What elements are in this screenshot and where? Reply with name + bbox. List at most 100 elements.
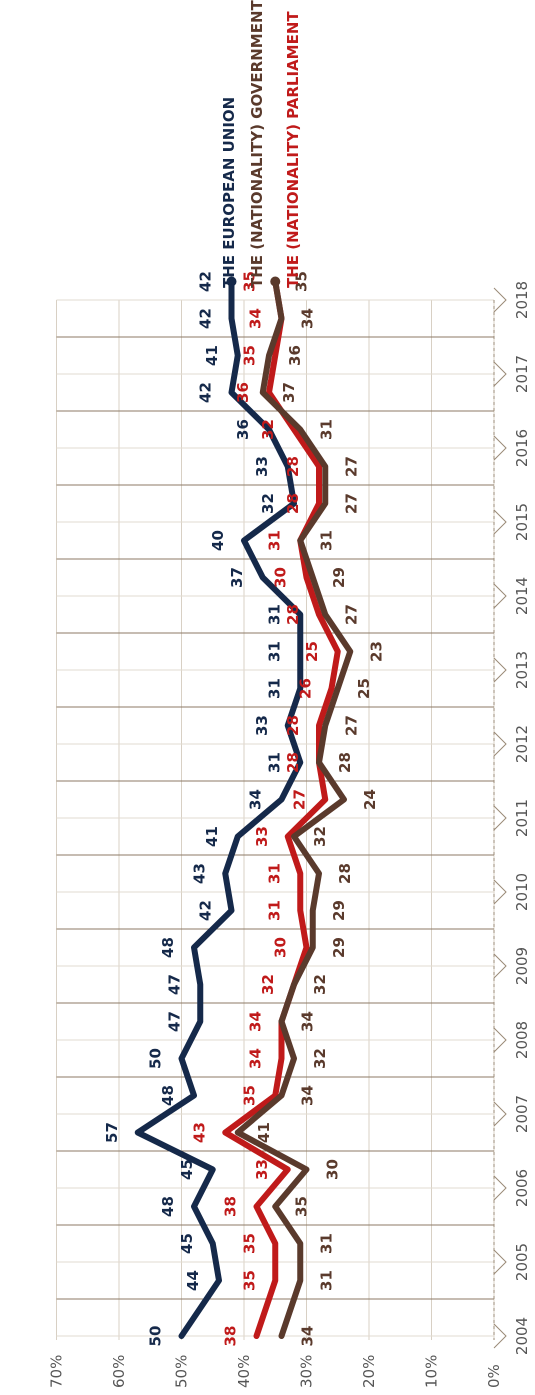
- data-label: 33: [253, 715, 271, 736]
- data-label: 27: [342, 715, 360, 736]
- data-label: 42: [197, 271, 215, 292]
- year-marker: [493, 953, 507, 979]
- data-label: 31: [265, 752, 283, 773]
- data-label: 31: [317, 419, 335, 440]
- data-label: 35: [240, 345, 258, 366]
- year-tick-label: 2004: [513, 1317, 531, 1355]
- data-label: 50: [147, 1326, 165, 1347]
- data-label: 36: [234, 382, 252, 403]
- data-label: 41: [203, 826, 221, 847]
- data-label: 42: [197, 900, 215, 921]
- series-end-marker: [270, 276, 281, 287]
- value-tick-label: 70%: [48, 1355, 66, 1388]
- year-marker: [493, 731, 507, 757]
- series-line-1: [234, 278, 354, 1339]
- data-label: 35: [240, 1085, 258, 1106]
- year-marker: [493, 1027, 507, 1053]
- data-label: 32: [311, 826, 329, 847]
- data-label: 32: [311, 1048, 329, 1069]
- value-tick-label: 30%: [298, 1355, 316, 1388]
- data-label: 45: [178, 1159, 196, 1180]
- data-label: 47: [165, 974, 183, 995]
- legend-entry: THE EUROPEAN UNION: [220, 97, 238, 288]
- year-marker: [493, 1175, 507, 1201]
- data-label: 44: [184, 1270, 202, 1291]
- year-tick-label: 2008: [513, 1021, 531, 1059]
- data-label: 48: [159, 1085, 177, 1106]
- data-label: 27: [342, 493, 360, 514]
- data-label: 32: [311, 974, 329, 995]
- data-label: 36: [234, 419, 252, 440]
- data-label: 31: [317, 1233, 335, 1254]
- data-label: 35: [240, 1270, 258, 1291]
- year-tick-label: 2015: [513, 503, 531, 541]
- data-label: 28: [284, 493, 302, 514]
- data-label: 31: [265, 678, 283, 699]
- year-tick-label: 2016: [513, 429, 531, 467]
- data-label: 34: [247, 789, 265, 810]
- data-label: 35: [292, 271, 310, 292]
- data-label: 28: [284, 752, 302, 773]
- year-tick-label: 2006: [513, 1169, 531, 1207]
- data-label: 43: [190, 863, 208, 884]
- data-label: 31: [265, 604, 283, 625]
- data-label: 31: [265, 863, 283, 884]
- data-label: 41: [203, 345, 221, 366]
- data-label: 48: [159, 937, 177, 958]
- data-label: 28: [336, 752, 354, 773]
- year-tick-label: 2013: [513, 651, 531, 689]
- data-label: 28: [284, 456, 302, 477]
- data-label: 25: [355, 678, 373, 699]
- legend-entry: THE (NATIONALITY) GOVERNMENT: [248, 0, 266, 288]
- data-label: 29: [330, 567, 348, 588]
- data-label: 42: [197, 308, 215, 329]
- data-label: 57: [103, 1122, 121, 1143]
- data-label: 31: [317, 530, 335, 551]
- data-label: 35: [240, 271, 258, 292]
- data-label: 28: [284, 604, 302, 625]
- data-label: 35: [292, 1196, 310, 1217]
- data-label: 41: [255, 1122, 273, 1143]
- data-label: 28: [284, 715, 302, 736]
- data-label: 26: [297, 678, 315, 699]
- year-marker: [493, 435, 507, 461]
- data-label: 50: [147, 1048, 165, 1069]
- year-tick-label: 2014: [513, 577, 531, 615]
- data-label: 28: [336, 863, 354, 884]
- year-tick-label: 2012: [513, 725, 531, 763]
- year-tick-label: 2007: [513, 1095, 531, 1133]
- year-marker: [493, 509, 507, 535]
- data-label: 37: [228, 567, 246, 588]
- legend-entry: THE (NATIONALITY) PARLIAMENT: [284, 11, 302, 288]
- year-tick-label: 2009: [513, 947, 531, 985]
- data-label: 34: [247, 308, 265, 329]
- year-marker: [493, 1323, 507, 1349]
- data-label: 30: [272, 567, 290, 588]
- data-label: 34: [299, 1085, 317, 1106]
- data-label: 29: [330, 937, 348, 958]
- data-label: 33: [253, 1159, 271, 1180]
- data-label: 32: [259, 493, 277, 514]
- data-label: 43: [190, 1122, 208, 1143]
- year-marker: [493, 583, 507, 609]
- legend: THE EUROPEAN UNION THE (NATIONALITY) GOVE…: [220, 0, 302, 288]
- data-label: 38: [222, 1326, 240, 1347]
- data-label: 31: [265, 641, 283, 662]
- year-tick-label: 2011: [513, 799, 531, 837]
- year-marker: [493, 805, 507, 831]
- data-label: 36: [286, 345, 304, 366]
- year-tick-label: 2005: [513, 1243, 531, 1281]
- data-label: 25: [303, 641, 321, 662]
- data-label: 31: [265, 900, 283, 921]
- series-line-2: [222, 278, 341, 1339]
- value-tick-label: 10%: [423, 1355, 441, 1388]
- year-marker: [493, 287, 507, 313]
- data-label: 33: [253, 826, 271, 847]
- value-tick-label: 40%: [235, 1355, 253, 1388]
- data-label: 34: [247, 1048, 265, 1069]
- data-label: 31: [317, 1270, 335, 1291]
- data-labels: 5044454845574850474748424341343133313131…: [103, 271, 386, 1346]
- data-label: 32: [259, 974, 277, 995]
- data-label: 37: [280, 382, 298, 403]
